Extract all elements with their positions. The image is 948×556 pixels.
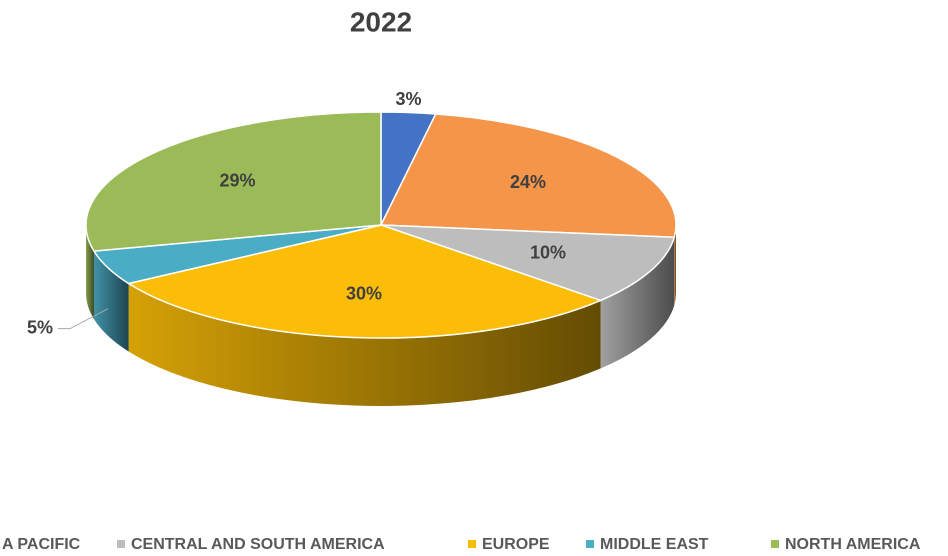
leader-line (58, 308, 109, 330)
legend-label: NORTH AMERICA (785, 536, 921, 553)
legend-marker (468, 540, 476, 548)
slice (126, 224, 603, 339)
legend-marker (117, 540, 125, 548)
slice-side (93, 251, 129, 352)
legend-label: MIDDLE EAST (600, 536, 709, 553)
slice-side (600, 237, 675, 369)
legend-label: A PACIFIC (2, 536, 81, 553)
data-label: 30% (346, 284, 382, 304)
legend-marker (586, 540, 594, 548)
slice (380, 224, 676, 302)
legend-label: CENTRAL AND SOUTH AMERICA (131, 536, 385, 553)
data-label: 3% (395, 89, 421, 109)
data-label: 10% (530, 242, 566, 262)
slice-side (128, 283, 601, 407)
slice (85, 111, 382, 252)
data-label: 5% (27, 317, 53, 337)
chart-title: 2022 (350, 6, 412, 37)
data-label: 29% (219, 170, 255, 190)
slice-side (674, 225, 676, 306)
slice (379, 113, 677, 239)
legend-marker (771, 540, 779, 548)
data-label: 24% (510, 172, 546, 192)
legend-label: EUROPE (482, 536, 550, 553)
